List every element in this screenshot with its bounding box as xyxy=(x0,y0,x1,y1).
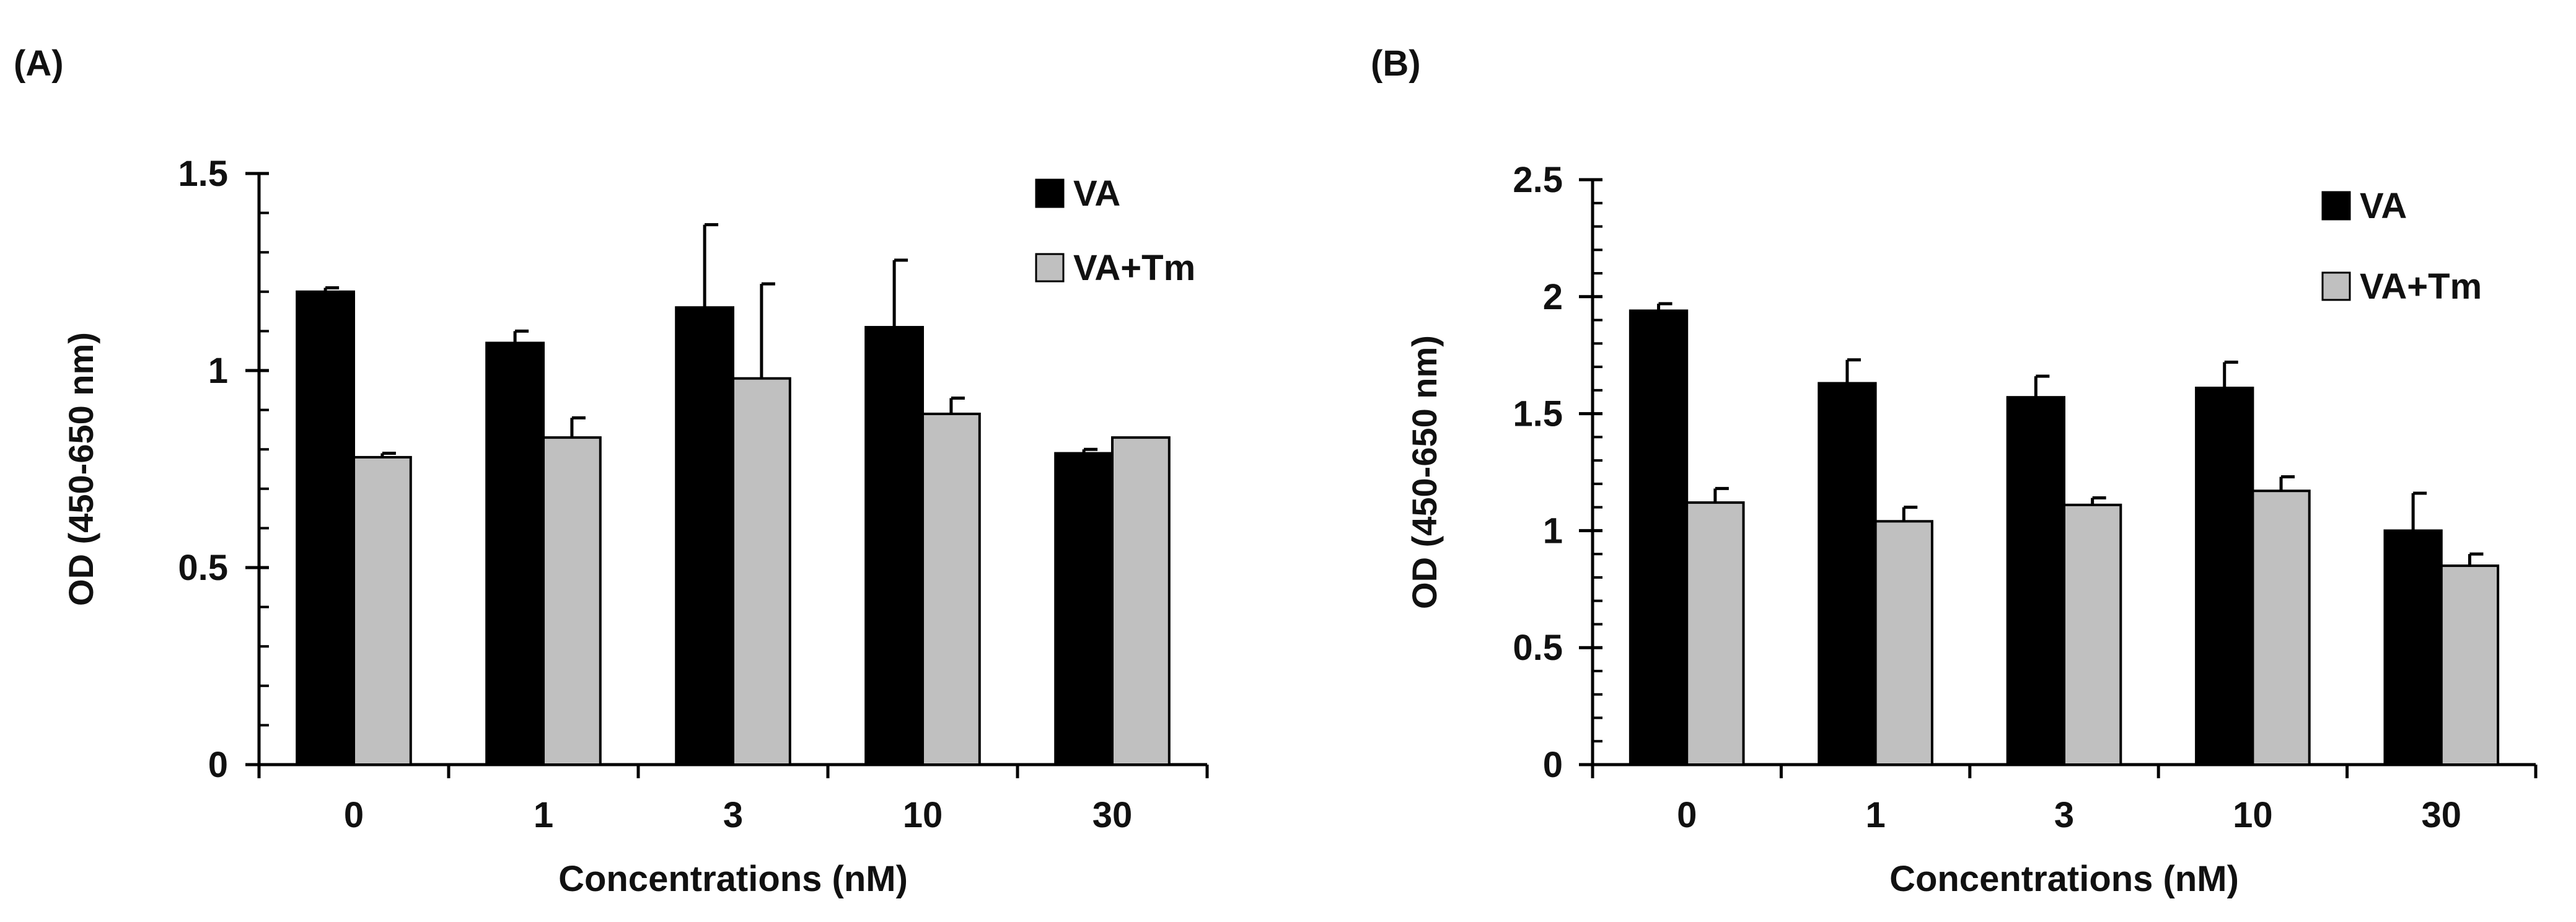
bar-va-tm xyxy=(2251,490,2311,766)
y-tick-label: 0 xyxy=(208,745,228,785)
panel-label: (A) xyxy=(14,43,64,84)
y-axis-label: OD (450-650 nm) xyxy=(1405,335,1444,609)
bar-va xyxy=(296,290,356,766)
x-tick-label: 10 xyxy=(2233,795,2273,835)
x-axis-label: Concentrations (nM) xyxy=(558,859,908,899)
bar-va-tm xyxy=(1874,520,1933,766)
y-tick-label: 2 xyxy=(1543,277,1563,317)
bar-va-tm xyxy=(2440,564,2500,766)
bar-va xyxy=(1818,382,1877,766)
panel-b: (B) 0 0.5 1 1.5 2 2.5 OD (450-650 nm) 0 1 3 10 30 Con… xyxy=(1371,43,2538,899)
y-tick-label: 0.5 xyxy=(178,548,228,588)
bar-va xyxy=(1054,452,1114,766)
bar-va-tm xyxy=(1111,436,1171,766)
y-axis-label: OD (450-650 nm) xyxy=(61,332,100,606)
x-tick-label: 3 xyxy=(2054,795,2074,835)
x-tick-label: 30 xyxy=(1092,795,1133,835)
y-tick-label: 1.5 xyxy=(178,154,228,194)
y-tick-label: 1 xyxy=(1543,511,1563,551)
bar-va xyxy=(864,326,924,766)
panel-a: (A) 0 0.5 1 1.5 OD (450-650 nm) 0 1 3 10 30 Concent… xyxy=(14,43,1209,899)
panel-label: (B) xyxy=(1371,43,1421,84)
bar-va xyxy=(1629,309,1689,766)
x-tick-label: 1 xyxy=(1865,795,1885,835)
bar-va xyxy=(485,341,545,766)
bar-va-tm xyxy=(732,377,791,766)
bar-va-tm xyxy=(542,436,602,766)
x-axis-label: Concentrations (nM) xyxy=(1889,859,2239,899)
bar-va xyxy=(2006,396,2065,766)
legend-label-va-tm: VA+Tm xyxy=(1073,248,1195,288)
x-tick-label: 0 xyxy=(344,795,364,835)
legend-swatch-va-tm xyxy=(1035,253,1065,283)
legend-swatch-va xyxy=(1035,178,1065,208)
legend-label-va: VA xyxy=(1073,173,1120,214)
bar-va xyxy=(2383,529,2443,766)
bar-va-tm xyxy=(353,455,412,766)
legend-swatch-va-tm xyxy=(2321,271,2351,301)
y-tick-label: 0.5 xyxy=(1513,628,1563,668)
x-tick-label: 30 xyxy=(2422,795,2462,835)
bar-va-tm xyxy=(1686,501,1745,766)
bar-va-tm xyxy=(921,412,981,766)
legend-label-va: VA xyxy=(2360,186,2407,226)
y-tick-label: 0 xyxy=(1543,745,1563,785)
y-tick-label: 2.5 xyxy=(1513,160,1563,200)
x-tick-label: 0 xyxy=(1677,795,1697,835)
bar-va-tm xyxy=(2063,503,2122,766)
y-tick-label: 1.5 xyxy=(1513,394,1563,434)
bar-va xyxy=(2195,387,2254,766)
legend-label-va-tm: VA+Tm xyxy=(2360,266,2482,307)
x-tick-label: 3 xyxy=(723,795,743,835)
bar-va xyxy=(675,306,734,766)
legend-swatch-va xyxy=(2321,191,2351,221)
x-tick-label: 1 xyxy=(534,795,553,835)
x-tick-label: 10 xyxy=(903,795,943,835)
y-tick-label: 1 xyxy=(208,351,228,391)
